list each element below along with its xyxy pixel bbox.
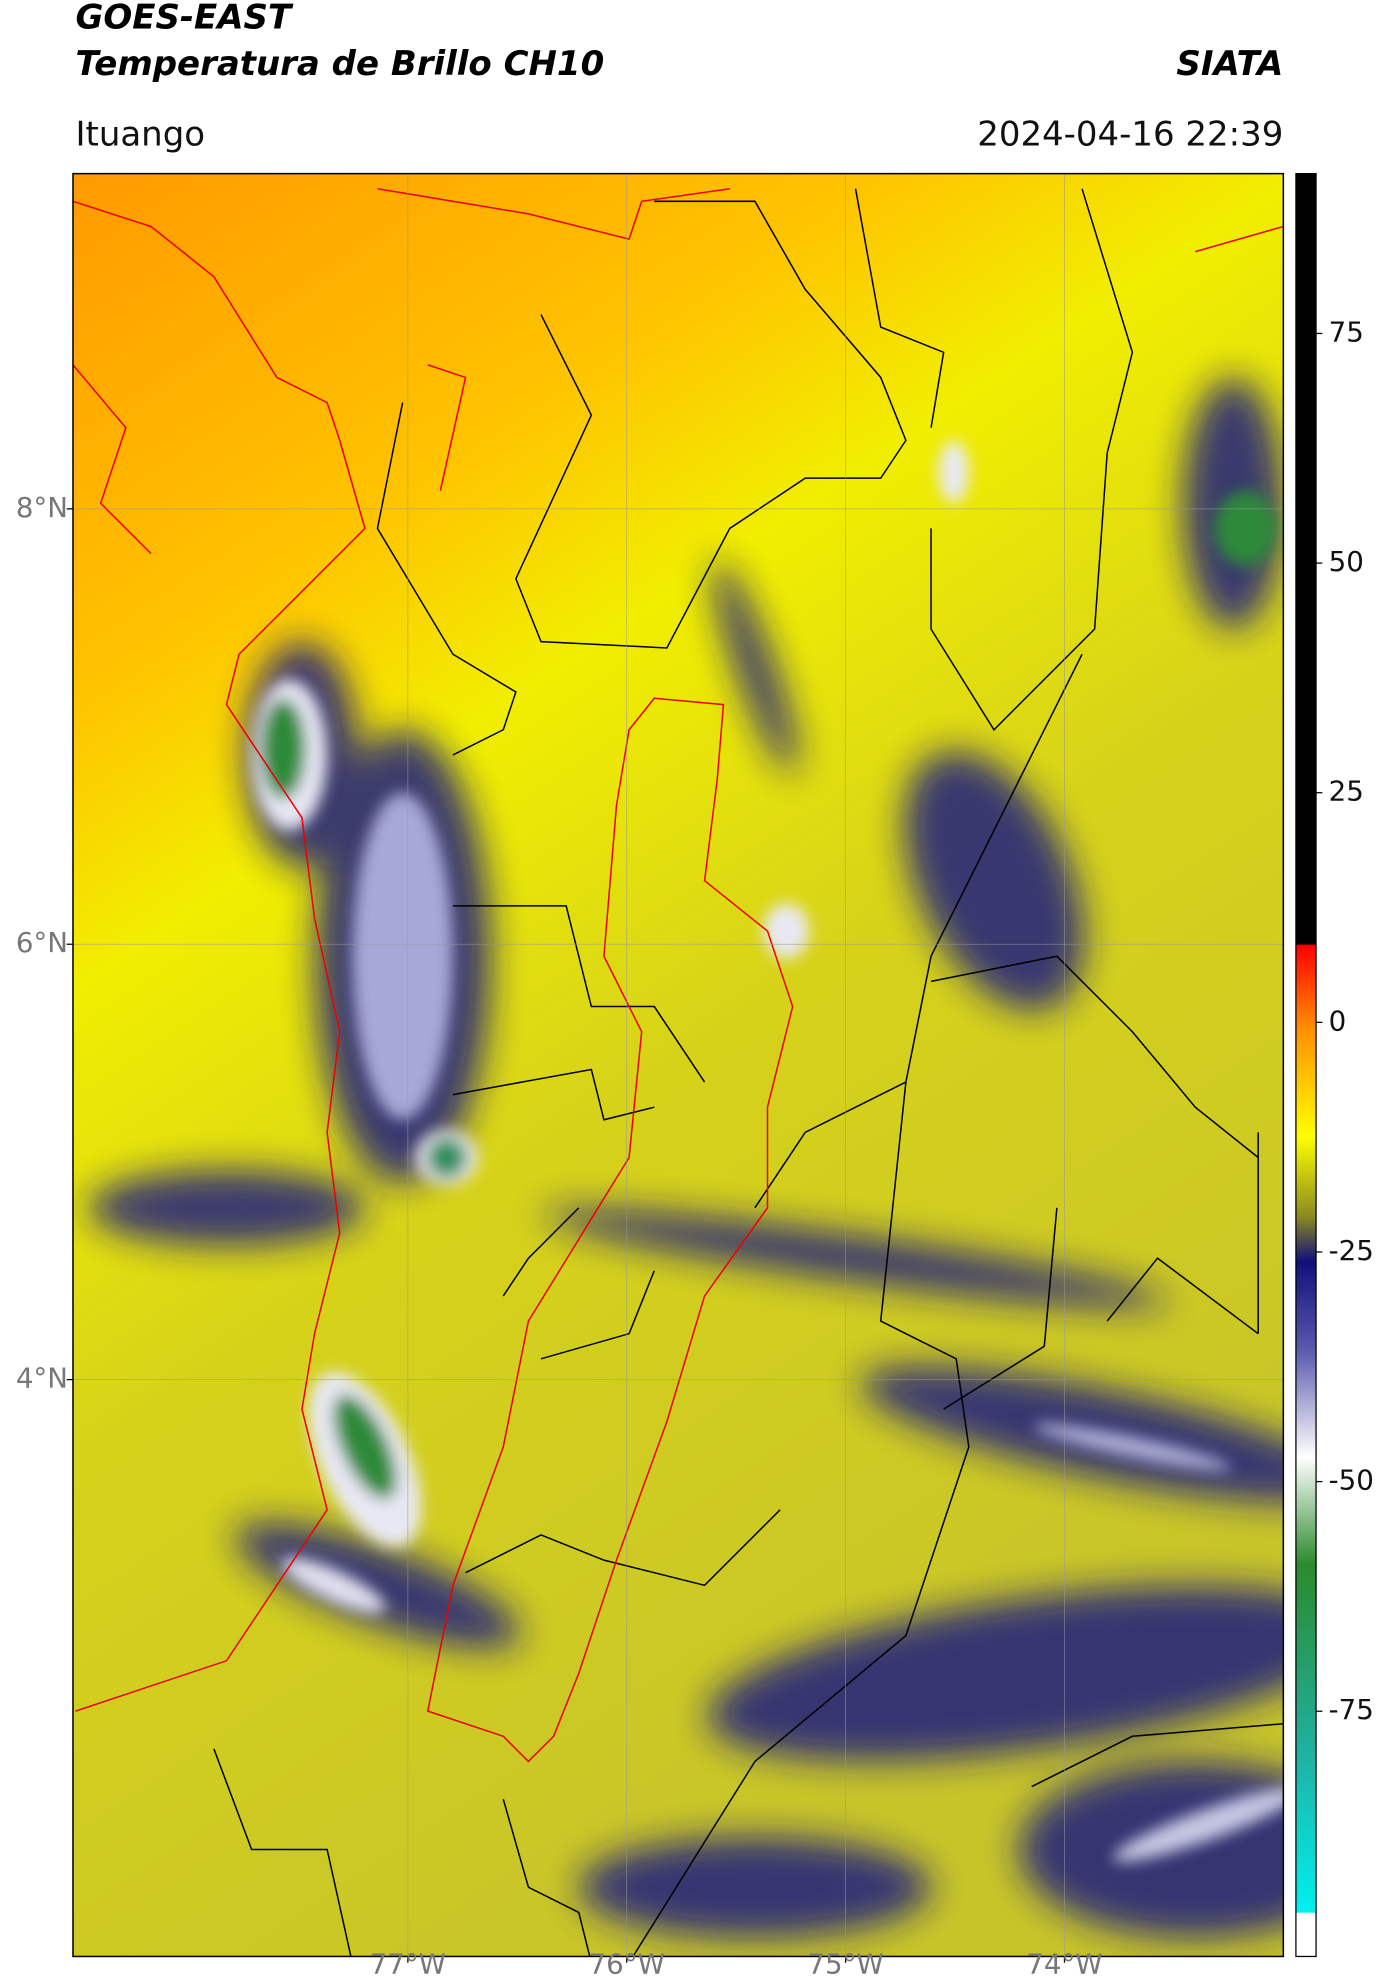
x-tick-label: 77°W <box>370 1947 446 1980</box>
location: Ituango <box>75 114 205 154</box>
x-tick-label: 74°W <box>1026 1947 1102 1980</box>
colorbar-tick-label: 50 <box>1329 545 1364 578</box>
colorbar-tick-label: -50 <box>1329 1464 1374 1497</box>
title: GOES-EAST <box>75 0 293 37</box>
colorbar-tick-label: -25 <box>1329 1234 1374 1267</box>
map-imagery <box>72 173 1284 1957</box>
colorbar-tick-label: 0 <box>1329 1004 1347 1037</box>
grid <box>72 173 1284 1957</box>
borders <box>72 187 1284 1957</box>
colorbar-tick-label: -75 <box>1329 1693 1374 1726</box>
y-tick-label: 8°N <box>16 491 68 524</box>
colorbar-tick-label: 75 <box>1329 315 1364 348</box>
datetime: 2024-04-16 22:39 <box>977 114 1283 154</box>
subtitle: Temperatura de Brillo CH10 <box>75 44 604 84</box>
y-tick-label: 4°N <box>16 1362 68 1395</box>
colorbar-tick-label: 25 <box>1329 775 1364 808</box>
source: SIATA <box>1176 44 1283 84</box>
x-tick-label: 75°W <box>807 1947 883 1980</box>
y-tick-label: 6°N <box>16 926 68 959</box>
colorbar <box>1295 172 1317 1958</box>
x-tick-label: 76°W <box>589 1947 665 1980</box>
map-frame <box>72 172 1285 1958</box>
